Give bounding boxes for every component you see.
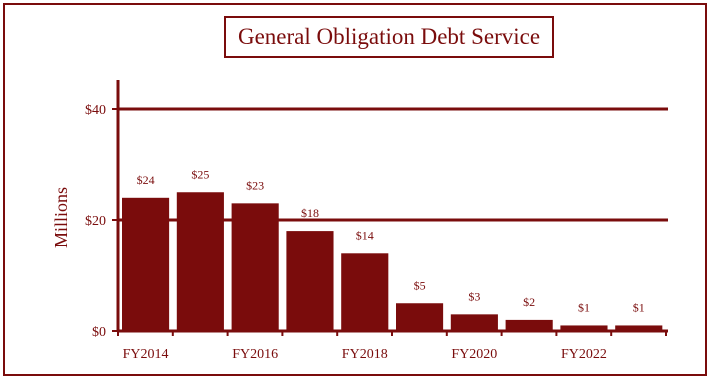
data-label: $23	[246, 178, 264, 192]
bar	[615, 325, 663, 331]
bar	[396, 303, 444, 331]
data-label: $18	[301, 206, 319, 220]
y-tick-label: $0	[92, 325, 106, 340]
y-tick-label: $20	[85, 214, 106, 229]
data-label: $2	[523, 295, 535, 309]
bar	[231, 203, 279, 331]
data-label: $25	[191, 167, 209, 181]
data-label: $1	[578, 300, 590, 314]
data-label: $24	[137, 173, 155, 187]
x-tick-label: FY2016	[232, 347, 278, 362]
bar	[341, 253, 389, 331]
data-label: $3	[468, 289, 480, 303]
bar	[176, 192, 224, 331]
bar	[122, 197, 170, 331]
chart-frame	[3, 3, 707, 376]
bar	[450, 314, 498, 331]
bar	[286, 231, 334, 331]
x-tick-label: FY2022	[561, 347, 607, 362]
bar	[505, 319, 553, 331]
x-tick-label: FY2020	[451, 347, 497, 362]
data-label: $14	[356, 228, 374, 242]
x-tick-label: FY2014	[123, 347, 169, 362]
data-label: $5	[414, 278, 426, 292]
y-axis-label: Millions	[51, 187, 71, 248]
chart-title: General Obligation Debt Service	[224, 16, 554, 58]
y-tick-label: $40	[85, 103, 106, 118]
x-tick-label: FY2018	[342, 347, 388, 362]
bar	[560, 325, 608, 331]
data-label: $1	[633, 300, 645, 314]
